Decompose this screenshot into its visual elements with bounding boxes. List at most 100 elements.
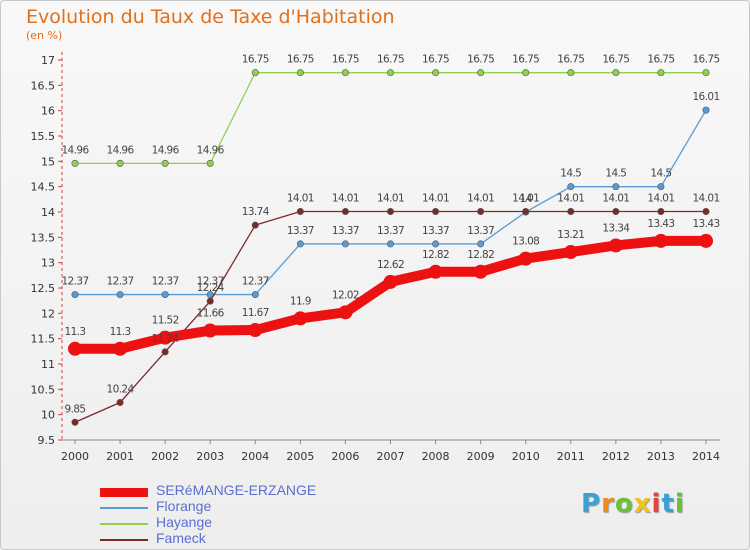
- data-label: 12.24: [197, 282, 225, 294]
- data-label: 12.82: [467, 249, 494, 261]
- chart-subtitle: (en %): [26, 29, 63, 42]
- data-point: [251, 69, 259, 77]
- data-point: [71, 291, 79, 299]
- y-tick-label: 9.5: [38, 434, 56, 447]
- data-point: [518, 251, 533, 266]
- data-point: [657, 69, 665, 77]
- legend-swatch: [100, 539, 148, 541]
- x-tick-label: 2011: [557, 450, 585, 463]
- logo-letter: i: [674, 489, 685, 519]
- data-label: 11.9: [290, 295, 311, 307]
- logo-letter: o: [614, 489, 634, 519]
- x-tick-label: 2005: [286, 450, 314, 463]
- data-point: [158, 330, 173, 345]
- y-tick-label: 11.5: [31, 333, 56, 346]
- y-tick-label: 13: [41, 257, 55, 270]
- data-point: [161, 159, 169, 167]
- data-point: [428, 264, 443, 279]
- data-label: 13.43: [692, 218, 719, 230]
- data-label: 12.37: [107, 276, 134, 288]
- y-tick-label: 17: [41, 54, 55, 67]
- data-label: 16.75: [422, 54, 449, 66]
- x-tick-label: 2002: [151, 450, 179, 463]
- data-label: 14.96: [107, 144, 135, 156]
- data-point: [341, 69, 349, 77]
- legend-swatch: [100, 487, 148, 497]
- data-point: [477, 240, 485, 248]
- data-point: [116, 399, 124, 407]
- data-label: 16.75: [512, 54, 539, 66]
- data-point: [612, 69, 620, 77]
- data-label: 13.37: [467, 225, 494, 237]
- data-label: 9.85: [65, 403, 86, 415]
- data-point: [702, 207, 710, 215]
- data-label: 13.37: [332, 225, 359, 237]
- data-point: [567, 183, 575, 191]
- y-tick-label: 13.5: [31, 231, 56, 244]
- data-label: 16.75: [242, 54, 269, 66]
- x-tick-label: 2013: [647, 450, 675, 463]
- y-tick-label: 12.5: [31, 282, 56, 295]
- data-label: 14.01: [287, 192, 314, 204]
- data-label: 16.75: [692, 54, 719, 66]
- y-tick-label: 12: [41, 307, 55, 320]
- data-label: 11.3: [65, 326, 86, 338]
- data-label: 14.5: [560, 168, 581, 180]
- data-label: 14.5: [650, 168, 671, 180]
- data-point: [206, 159, 214, 167]
- logo-letter: t: [661, 489, 675, 519]
- legend-swatch: [100, 507, 148, 509]
- data-point: [702, 106, 710, 114]
- data-point: [338, 305, 353, 320]
- data-label: 16.75: [332, 54, 359, 66]
- data-point: [567, 207, 575, 215]
- y-tick-label: 16: [41, 105, 55, 118]
- data-label: 11.66: [197, 308, 225, 320]
- data-label: 14.01: [602, 192, 629, 204]
- x-tick-label: 2000: [61, 450, 89, 463]
- x-tick-label: 2012: [602, 450, 630, 463]
- data-point: [71, 418, 79, 426]
- data-point: [251, 221, 259, 229]
- data-label: 13.37: [287, 225, 314, 237]
- x-tick-label: 2001: [106, 450, 134, 463]
- data-label: 13.43: [647, 218, 674, 230]
- data-point: [341, 207, 349, 215]
- data-label: 14.01: [692, 192, 719, 204]
- data-label: 13.74: [242, 206, 270, 218]
- x-tick-label: 2009: [467, 450, 495, 463]
- data-label: 12.37: [61, 276, 88, 288]
- x-tick-label: 2004: [241, 450, 269, 463]
- y-tick-label: 14: [41, 206, 55, 219]
- data-label: 14.01: [467, 192, 494, 204]
- logo-letter: i: [651, 489, 662, 519]
- data-point: [699, 233, 713, 248]
- data-label: 11.67: [242, 307, 269, 319]
- chart-title: Evolution du Taux de Taxe d'Habitation: [26, 6, 395, 28]
- data-label: 13.34: [602, 222, 630, 234]
- data-label: 10.24: [107, 384, 135, 396]
- data-point: [653, 233, 668, 248]
- data-label: 16.75: [377, 54, 404, 66]
- data-label: 16.75: [557, 54, 584, 66]
- data-point: [432, 207, 440, 215]
- data-point: [206, 297, 214, 305]
- logo-letter: x: [633, 489, 652, 519]
- data-label: 14.96: [197, 144, 225, 156]
- data-point: [567, 69, 575, 77]
- x-tick-label: 2003: [196, 450, 224, 463]
- legend-label: Florange: [156, 498, 212, 514]
- y-tick-label: 10: [41, 409, 55, 422]
- data-point: [248, 323, 263, 338]
- x-tick-label: 2010: [512, 450, 540, 463]
- data-point: [203, 323, 218, 338]
- data-label: 16.75: [647, 54, 674, 66]
- data-label: 16.75: [287, 54, 314, 66]
- data-label: 12.37: [197, 276, 224, 288]
- data-point: [657, 183, 665, 191]
- data-label: 16.01: [692, 91, 719, 103]
- data-label: 12.37: [242, 276, 269, 288]
- x-tick-label: 2007: [377, 450, 405, 463]
- data-point: [386, 240, 394, 248]
